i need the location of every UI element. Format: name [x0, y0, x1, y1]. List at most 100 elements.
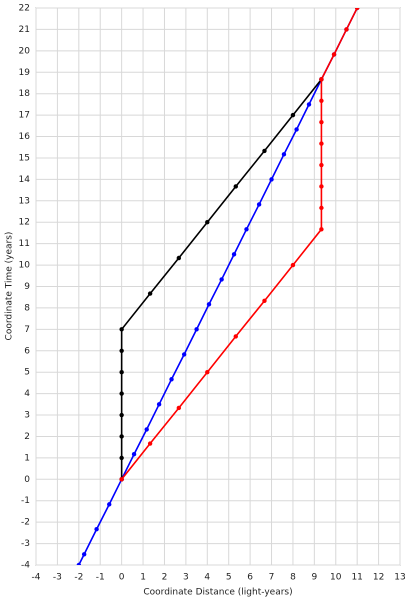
- y-tick-label: 22: [19, 4, 30, 14]
- data-point: [354, 8, 360, 11]
- x-tick-label: 9: [311, 573, 317, 583]
- y-tick-label: 2: [24, 432, 30, 442]
- y-tick-label: -1: [21, 496, 30, 506]
- y-tick-label: 20: [19, 46, 31, 56]
- data-point: [176, 255, 182, 261]
- x-tick-label: 6: [247, 573, 253, 583]
- x-tick-label: 8: [290, 573, 296, 583]
- data-point: [269, 177, 274, 182]
- data-point: [319, 98, 324, 103]
- data-point: [194, 327, 199, 332]
- y-tick-label: 0: [24, 475, 30, 485]
- data-point: [81, 552, 87, 557]
- data-point: [169, 377, 174, 382]
- data-point: [290, 112, 296, 118]
- x-tick-label: 1: [140, 573, 146, 583]
- data-point: [147, 291, 153, 296]
- data-point: [219, 277, 224, 282]
- data-point: [319, 205, 324, 211]
- x-tick-label: 3: [183, 573, 189, 583]
- data-point: [119, 477, 124, 482]
- y-tick-label: 16: [19, 132, 31, 142]
- y-tick-label: 5: [24, 368, 30, 378]
- y-tick-label: 6: [24, 346, 30, 356]
- y-tick-label: 18: [19, 89, 31, 99]
- data-point: [119, 391, 124, 396]
- x-axis-label: Coordinate Distance (light-years): [143, 588, 292, 598]
- x-tick-label: -3: [53, 573, 62, 583]
- data-point: [319, 162, 324, 168]
- y-tick-label: 13: [19, 196, 30, 206]
- x-tick-label: 0: [119, 573, 125, 583]
- data-point: [205, 220, 210, 225]
- x-tick-label: 13: [394, 573, 405, 583]
- data-point: [244, 227, 249, 232]
- y-tick-label: -3: [21, 539, 30, 549]
- data-point: [294, 127, 299, 132]
- y-tick-label: -4: [21, 561, 30, 571]
- data-point: [131, 452, 137, 457]
- data-point: [156, 402, 162, 407]
- x-tick-label: 12: [373, 573, 384, 583]
- data-point: [147, 441, 153, 446]
- x-tick-label: -2: [74, 573, 83, 583]
- x-tick-label: 4: [204, 573, 210, 583]
- data-point: [119, 412, 124, 418]
- data-point: [306, 102, 312, 107]
- y-axis-label: Coordinate Time (years): [5, 232, 15, 341]
- x-tick-label: 11: [351, 573, 362, 583]
- y-tick-label: 17: [19, 111, 30, 121]
- x-tick-label: 7: [269, 573, 275, 583]
- y-tick-label: 3: [24, 411, 30, 421]
- y-tick-label: 7: [24, 325, 30, 335]
- data-point: [233, 184, 238, 189]
- y-tick-label: 14: [19, 175, 31, 185]
- data-point: [76, 562, 82, 565]
- data-point: [319, 184, 324, 189]
- data-point: [233, 334, 238, 339]
- data-point: [319, 227, 324, 232]
- data-point: [181, 352, 187, 357]
- y-tick-label: 8: [24, 303, 30, 313]
- x-tick-label: -1: [96, 573, 105, 583]
- y-tick-label: 1: [24, 453, 30, 463]
- x-tick-label: 5: [226, 573, 232, 583]
- data-point: [206, 302, 212, 307]
- data-point: [119, 327, 124, 332]
- data-point: [176, 405, 182, 411]
- data-point: [205, 369, 210, 375]
- data-point: [281, 152, 287, 157]
- x-tick-label: 10: [330, 573, 342, 583]
- plot: [76, 8, 360, 565]
- data-point: [231, 252, 237, 257]
- series-line: [121, 8, 358, 480]
- y-tick-label: 11: [19, 239, 30, 249]
- series-line: [78, 8, 358, 565]
- grid: [35, 7, 401, 566]
- y-tick-label: 10: [19, 261, 31, 271]
- data-point: [256, 202, 262, 207]
- y-tick-label: 9: [24, 282, 30, 292]
- data-point: [319, 141, 324, 146]
- data-point: [319, 77, 324, 82]
- y-tick-label: 12: [19, 218, 30, 228]
- y-tick-label: 15: [19, 153, 30, 163]
- data-point: [331, 52, 337, 57]
- data-point: [262, 298, 267, 304]
- data-point: [119, 348, 124, 353]
- data-point: [144, 427, 149, 432]
- y-tick-label: 19: [19, 68, 31, 78]
- data-point: [262, 148, 267, 154]
- data-point: [119, 369, 124, 375]
- data-point: [319, 119, 324, 125]
- data-point: [94, 527, 99, 532]
- x-tick-label: 2: [162, 573, 168, 583]
- data-point: [344, 27, 349, 32]
- data-point: [107, 502, 112, 507]
- x-tick-label: -4: [32, 573, 41, 583]
- y-tick-label: 4: [24, 389, 30, 399]
- y-tick-label: -2: [21, 518, 30, 528]
- y-tick-label: 21: [19, 25, 30, 35]
- data-point: [119, 455, 124, 461]
